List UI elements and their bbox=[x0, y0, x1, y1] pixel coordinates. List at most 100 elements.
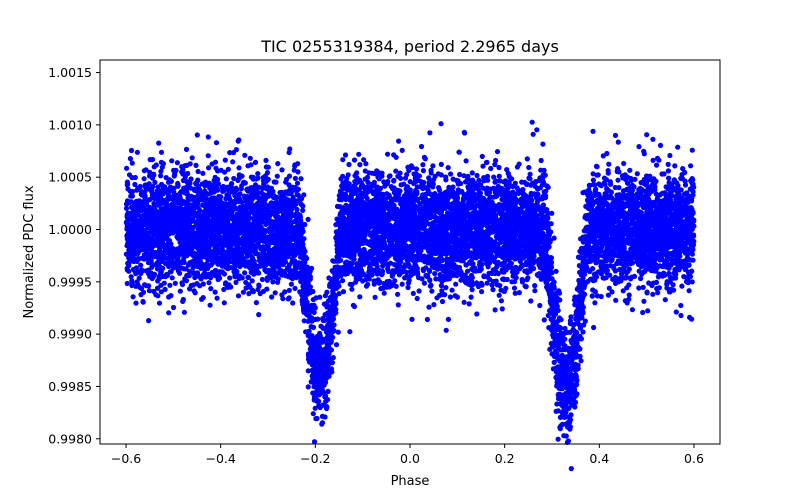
data-point bbox=[227, 275, 233, 281]
data-point bbox=[195, 168, 201, 175]
data-point bbox=[555, 436, 561, 442]
data-point bbox=[402, 275, 408, 281]
data-point bbox=[230, 159, 236, 165]
data-point bbox=[530, 131, 536, 137]
data-point bbox=[349, 286, 355, 292]
data-point bbox=[493, 157, 499, 164]
data-point bbox=[372, 278, 378, 284]
data-point bbox=[641, 298, 647, 304]
data-point bbox=[288, 281, 294, 287]
data-point bbox=[340, 157, 346, 163]
data-point bbox=[354, 170, 360, 176]
data-point bbox=[480, 163, 486, 169]
data-point bbox=[494, 178, 500, 184]
data-point bbox=[541, 317, 547, 323]
data-point bbox=[313, 416, 319, 422]
data-point bbox=[600, 153, 606, 159]
data-point bbox=[286, 149, 292, 156]
data-point bbox=[128, 274, 134, 280]
data-point bbox=[166, 310, 172, 316]
data-point bbox=[207, 302, 213, 308]
data-point bbox=[311, 439, 318, 445]
data-point bbox=[170, 304, 177, 311]
data-point bbox=[133, 300, 139, 306]
data-point bbox=[474, 172, 480, 179]
data-point bbox=[527, 171, 533, 177]
data-point bbox=[197, 283, 203, 289]
data-point bbox=[124, 165, 130, 171]
data-point bbox=[141, 176, 147, 182]
data-point bbox=[167, 282, 173, 288]
data-point bbox=[213, 140, 220, 146]
data-point bbox=[256, 312, 262, 318]
data-point bbox=[625, 192, 631, 198]
data-point bbox=[477, 241, 483, 247]
data-point bbox=[432, 271, 438, 277]
data-point bbox=[290, 300, 296, 306]
data-point bbox=[245, 274, 251, 280]
data-point bbox=[183, 146, 190, 152]
data-point bbox=[147, 157, 153, 163]
data-point bbox=[357, 294, 363, 300]
data-point bbox=[452, 293, 458, 299]
data-point bbox=[182, 276, 188, 282]
data-point bbox=[392, 278, 398, 284]
data-point bbox=[272, 290, 278, 296]
data-point bbox=[553, 268, 559, 274]
data-point bbox=[589, 293, 595, 299]
data-point bbox=[426, 304, 432, 310]
data-point bbox=[130, 294, 136, 300]
data-point bbox=[532, 283, 538, 289]
data-point bbox=[330, 355, 336, 361]
data-point bbox=[579, 279, 585, 285]
data-point bbox=[399, 147, 405, 153]
data-point bbox=[128, 147, 135, 154]
data-point bbox=[335, 329, 341, 335]
data-point bbox=[395, 173, 401, 179]
data-point bbox=[205, 153, 211, 159]
data-point bbox=[494, 282, 500, 288]
data-point bbox=[650, 291, 656, 297]
data-point bbox=[526, 175, 532, 181]
data-point bbox=[553, 375, 560, 381]
data-point bbox=[169, 158, 175, 164]
data-point bbox=[679, 283, 685, 289]
data-point bbox=[479, 289, 485, 295]
data-point bbox=[310, 324, 317, 330]
data-point bbox=[638, 180, 644, 186]
data-point bbox=[193, 162, 199, 168]
data-point bbox=[354, 261, 360, 267]
data-point bbox=[496, 292, 502, 298]
data-point bbox=[666, 175, 672, 181]
data-point bbox=[496, 164, 502, 171]
data-point bbox=[174, 160, 180, 166]
data-point bbox=[426, 175, 432, 181]
data-point bbox=[641, 148, 647, 154]
data-point bbox=[532, 288, 538, 294]
data-point bbox=[438, 121, 444, 127]
data-point bbox=[235, 293, 242, 299]
data-point bbox=[307, 290, 313, 296]
data-point bbox=[562, 414, 568, 420]
data-point bbox=[562, 325, 568, 332]
data-point bbox=[662, 297, 668, 303]
data-point bbox=[522, 283, 528, 289]
data-point bbox=[499, 306, 505, 312]
data-point bbox=[653, 191, 659, 197]
data-point bbox=[654, 162, 660, 168]
data-point bbox=[547, 346, 553, 352]
data-point bbox=[399, 281, 405, 287]
data-point bbox=[421, 280, 427, 286]
data-point bbox=[275, 161, 281, 167]
data-point bbox=[590, 244, 597, 251]
data-point bbox=[286, 295, 292, 301]
data-point bbox=[386, 173, 392, 180]
data-point bbox=[380, 263, 386, 269]
data-point bbox=[538, 157, 544, 164]
data-point bbox=[124, 280, 130, 287]
data-point bbox=[540, 179, 547, 185]
data-point bbox=[424, 316, 430, 323]
data-point bbox=[555, 408, 561, 414]
data-point bbox=[356, 151, 362, 157]
